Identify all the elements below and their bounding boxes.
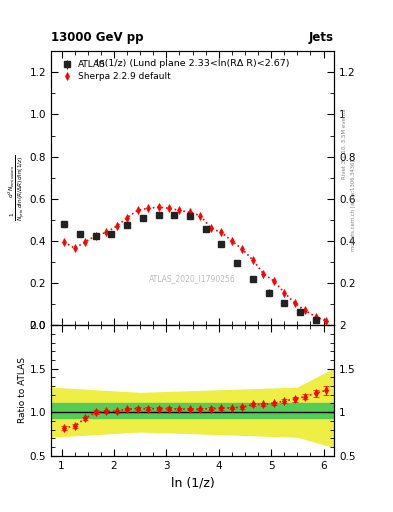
Sherpa 2.2.9 default [230,238,234,244]
Sherpa 2.2.9 default [114,223,119,229]
Sherpa 2.2.9 default [93,232,98,239]
X-axis label: ln (1/z): ln (1/z) [171,476,215,489]
Sherpa 2.2.9 default [83,239,88,245]
Legend: ATLAS, Sherpa 2.2.9 default: ATLAS, Sherpa 2.2.9 default [55,56,175,86]
Sherpa 2.2.9 default [177,207,182,214]
Text: ln(1/z) (Lund plane 2.33<ln(RΔ R)<2.67): ln(1/z) (Lund plane 2.33<ln(RΔ R)<2.67) [96,59,289,69]
Sherpa 2.2.9 default [187,209,192,216]
Sherpa 2.2.9 default [104,229,108,236]
Y-axis label: $\frac{1}{N_{jets}}\frac{d^2 N_{emissions}}{d\ln(R/\Delta R)\, d\ln(1/z)}$: $\frac{1}{N_{jets}}\frac{d^2 N_{emission… [6,155,27,221]
Sherpa 2.2.9 default [282,289,286,295]
Sherpa 2.2.9 default [72,245,77,251]
Line: Sherpa 2.2.9 default: Sherpa 2.2.9 default [61,204,329,324]
Sherpa 2.2.9 default [167,205,171,211]
Sherpa 2.2.9 default [209,225,213,231]
Y-axis label: Ratio to ATLAS: Ratio to ATLAS [18,357,27,423]
Sherpa 2.2.9 default [292,300,297,306]
Text: ATLAS_2020_I1790256: ATLAS_2020_I1790256 [149,274,236,283]
Text: mcplots.cern.ch [arXiv:1306.3436]: mcplots.cern.ch [arXiv:1306.3436] [351,159,356,250]
Sherpa 2.2.9 default [250,257,255,263]
Sherpa 2.2.9 default [198,212,203,219]
Sherpa 2.2.9 default [272,278,276,284]
Sherpa 2.2.9 default [240,246,245,252]
Sherpa 2.2.9 default [125,215,129,221]
Sherpa 2.2.9 default [324,318,329,324]
Sherpa 2.2.9 default [146,205,151,211]
Text: 13000 GeV pp: 13000 GeV pp [51,31,143,44]
Sherpa 2.2.9 default [62,239,66,245]
Sherpa 2.2.9 default [219,229,224,236]
Sherpa 2.2.9 default [303,307,308,313]
Sherpa 2.2.9 default [156,204,161,210]
Sherpa 2.2.9 default [135,207,140,214]
Sherpa 2.2.9 default [261,270,266,276]
Sherpa 2.2.9 default [313,314,318,320]
Text: Rivet 3.1.10, 3.5M events: Rivet 3.1.10, 3.5M events [342,108,346,179]
Text: Jets: Jets [309,31,334,44]
